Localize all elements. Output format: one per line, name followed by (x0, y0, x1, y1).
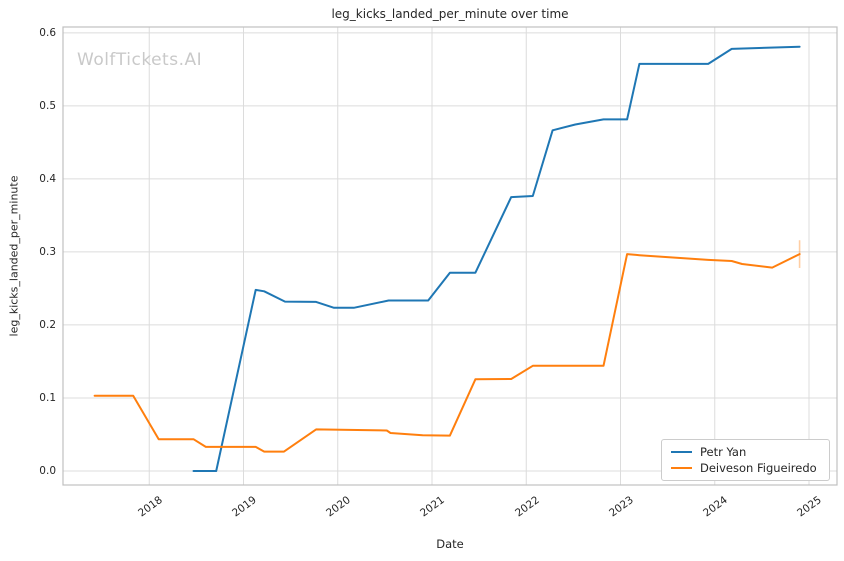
legend-line-swatch-icon (671, 450, 692, 453)
legend-line-swatch-icon (671, 467, 692, 470)
y-tick-label: 0.3 (39, 245, 56, 258)
watermark: WolfTickets.AI (77, 50, 203, 70)
y-tick-label: 0.5 (39, 99, 56, 112)
legend-label: Deiveson Figueiredo (700, 461, 817, 476)
legend-item-petr-yan: Petr Yan (671, 445, 820, 459)
y-tick-label: 0.4 (39, 172, 56, 185)
y-tick-label: 0.2 (39, 318, 56, 331)
chart-title: leg_kicks_landed_per_minute over time (331, 7, 569, 21)
x-axis-label: Date (436, 537, 464, 551)
y-tick-label: 0.6 (39, 26, 56, 39)
y-axis-label: leg_kicks_landed_per_minute (7, 175, 21, 337)
legend-item-deiveson-figueiredo: Deiveson Figueiredo (671, 461, 820, 475)
y-tick-label: 0.1 (39, 391, 56, 404)
legend: Petr Yan Deiveson Figueiredo (661, 439, 830, 481)
legend-label: Petr Yan (700, 444, 747, 459)
y-tick-label: 0.0 (39, 464, 56, 477)
